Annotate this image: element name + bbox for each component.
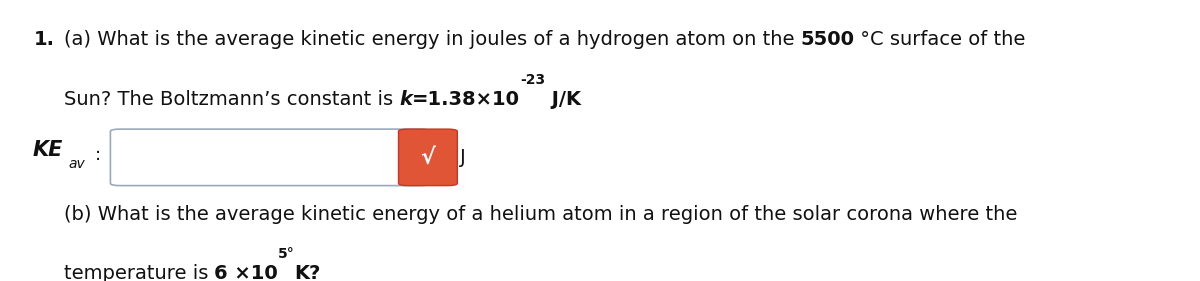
Text: J: J xyxy=(460,148,466,167)
Text: 5°: 5° xyxy=(278,247,295,261)
FancyBboxPatch shape xyxy=(110,129,430,186)
Text: KE: KE xyxy=(32,140,62,160)
Text: Sun? The Boltzmann’s constant is: Sun? The Boltzmann’s constant is xyxy=(64,90,398,109)
Text: 6 ×10: 6 ×10 xyxy=(215,264,278,281)
Text: J/K: J/K xyxy=(545,90,581,109)
Text: =1.38×10: =1.38×10 xyxy=(412,90,520,109)
Text: -23: -23 xyxy=(520,73,545,87)
Text: √: √ xyxy=(420,147,436,167)
Text: temperature is: temperature is xyxy=(64,264,215,281)
Text: av: av xyxy=(68,157,85,171)
Text: °C surface of the: °C surface of the xyxy=(854,30,1026,49)
Text: k: k xyxy=(398,90,412,109)
Text: 5500: 5500 xyxy=(800,30,854,49)
FancyBboxPatch shape xyxy=(398,129,457,186)
Text: (b) What is the average kinetic energy of a helium atom in a region of the solar: (b) What is the average kinetic energy o… xyxy=(64,205,1016,224)
Text: :: : xyxy=(95,146,101,164)
Text: 1.: 1. xyxy=(34,30,55,49)
Text: K?: K? xyxy=(295,264,322,281)
Text: (a) What is the average kinetic energy in joules of a hydrogen atom on the: (a) What is the average kinetic energy i… xyxy=(64,30,800,49)
